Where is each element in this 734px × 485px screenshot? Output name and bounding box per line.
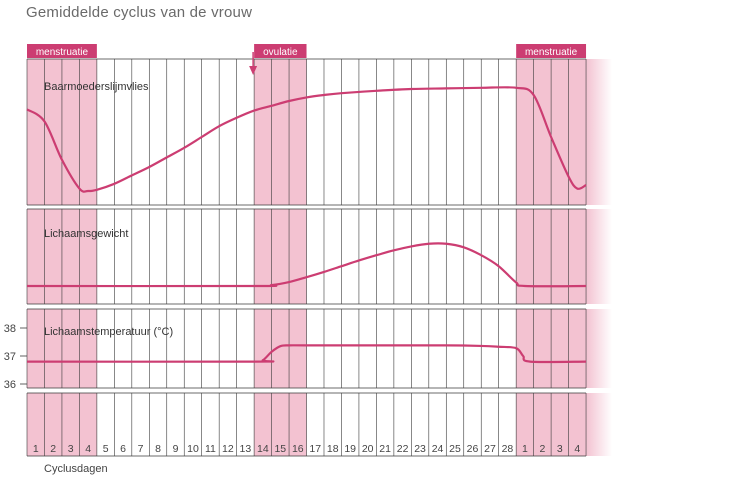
temperature-y-axis: 38 37 36 (4, 323, 27, 391)
page-title: Gemiddelde cyclus van de vrouw (26, 4, 253, 21)
day-label-1: 1 (33, 443, 39, 455)
day-label-23: 23 (414, 443, 426, 455)
phase-label-box-1 (27, 44, 97, 58)
fade-band-panel-2 (586, 209, 613, 304)
y-tick-label-36: 36 (4, 379, 16, 391)
phase-band-2-panel-1 (254, 59, 307, 205)
day-label-15: 15 (274, 443, 286, 455)
ovulation-arrow-head (249, 66, 258, 75)
day-label-19: 19 (344, 443, 356, 455)
day-label-30: 2 (539, 443, 545, 455)
phase-band-2-panel-4 (254, 393, 307, 456)
panel-label-2: Lichaamsgewicht (44, 228, 128, 240)
day-label-13: 13 (240, 443, 252, 455)
panel-label-1: Baarmoederslijmvlies (44, 81, 149, 93)
panel-labels: Baarmoederslijmvlies Lichaamsgewicht Licha… (44, 81, 173, 338)
y-tick-label-38: 38 (4, 323, 16, 335)
phase-label-2: ovulatie (263, 47, 298, 58)
day-label-5: 5 (103, 443, 109, 455)
phase-bands (27, 59, 613, 456)
day-label-7: 7 (138, 443, 144, 455)
day-label-2: 2 (50, 443, 56, 455)
y-tick-label-37: 37 (4, 351, 16, 363)
day-label-16: 16 (292, 443, 304, 455)
day-label-27: 27 (484, 443, 496, 455)
day-label-32: 4 (574, 443, 580, 455)
day-label-12: 12 (222, 443, 234, 455)
body-weight-curve (26, 242, 587, 288)
day-label-22: 22 (397, 443, 409, 455)
endometrium-curve (26, 86, 587, 193)
curves (26, 86, 587, 364)
fade-band-panel-4 (586, 393, 613, 456)
day-label-21: 21 (379, 443, 391, 455)
day-label-8: 8 (155, 443, 161, 455)
day-label-24: 24 (432, 443, 444, 455)
day-label-11: 11 (205, 443, 216, 455)
phase-label-box-2 (254, 44, 307, 58)
temperature-curve (26, 344, 587, 364)
day-label-10: 10 (187, 443, 199, 455)
phase-label-3: menstruatie (525, 47, 578, 58)
fade-band-panel-3 (586, 309, 613, 388)
day-gridlines (26, 59, 587, 456)
day-label-25: 25 (449, 443, 461, 455)
x-tick-labels: 1 2 3 4 5 6 7 8 9 10 11 12 13 14 15 16 17 18 19 20 21 22 23 24 2… (33, 443, 581, 455)
panel-label-3: Lichaamstemperatuur (°C) (44, 326, 173, 338)
fade-band-panel-1 (586, 59, 613, 205)
day-label-18: 18 (327, 443, 339, 455)
phase-label-box-3 (516, 44, 587, 58)
day-label-3: 3 (68, 443, 74, 455)
day-label-20: 20 (362, 443, 374, 455)
day-label-17: 17 (309, 443, 321, 455)
x-axis-label: Cyclusdagen (44, 463, 108, 475)
day-label-28: 28 (502, 443, 514, 455)
phase-labels: menstruatie ovulatie menstruatie (27, 44, 587, 75)
day-label-29: 1 (522, 443, 528, 455)
day-label-31: 3 (557, 443, 563, 455)
day-label-4: 4 (85, 443, 91, 455)
day-label-9: 9 (173, 443, 179, 455)
phase-label-1: menstruatie (36, 47, 89, 58)
day-label-26: 26 (467, 443, 479, 455)
phase-band-2-panel-3 (254, 309, 307, 388)
day-label-6: 6 (120, 443, 126, 455)
day-label-14: 14 (257, 443, 269, 455)
phase-band-2-panel-2 (254, 209, 307, 304)
